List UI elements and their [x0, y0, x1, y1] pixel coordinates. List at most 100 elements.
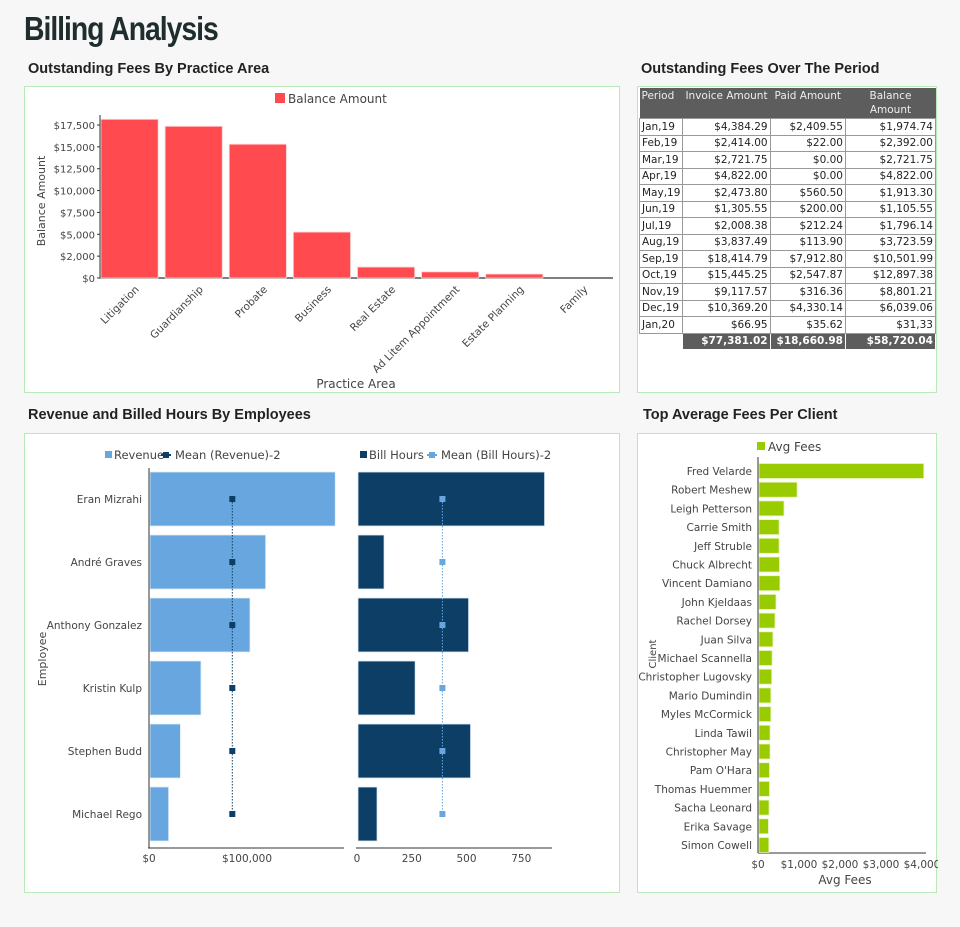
y-tick-label: $17,500 [54, 121, 95, 132]
column-header[interactable]: Period [639, 88, 683, 119]
page-title: Billing Analysis [24, 10, 219, 47]
bar [758, 818, 769, 835]
table-cell: Jun,19 [638, 200, 684, 218]
table-cell: $12,897.38 [844, 266, 937, 284]
bill-hours-x-tick-label: 250 [402, 853, 422, 865]
bar [758, 762, 770, 779]
revenue-mean-marker [229, 559, 236, 565]
table-row: Jan,19 $4,384.29 $2,409.55 $1,974.74 [638, 118, 937, 136]
table-row: Jun,19 $1,305.55 $200.00 $1,105.55 [638, 200, 937, 218]
table-row: Nov,19 $9,117.57 $316.36 $8,801.21 [638, 283, 937, 301]
employee-label: Eran Mizrahi [77, 494, 142, 506]
table-cell: Sep,19 [638, 250, 684, 268]
x-tick-label: $0 [751, 859, 764, 871]
bar [228, 143, 287, 279]
bar [758, 463, 925, 479]
x-axis-title: Avg Fees [818, 873, 871, 887]
table-cell: $4,822.00 [844, 167, 937, 185]
x-tick-label: Family [558, 284, 590, 316]
bill-hours-mean-marker [439, 559, 446, 565]
revenue-mean-marker [229, 622, 236, 628]
table-cell: $1,974.74 [844, 118, 937, 136]
bill-hours-mean-marker [439, 811, 446, 817]
bill-hours-x-tick-label: 0 [354, 853, 361, 865]
table-cell: $1,796.14 [844, 217, 937, 235]
x-tick-label: $2,000 [822, 859, 859, 871]
bar [758, 687, 772, 704]
bar [758, 799, 770, 816]
y-axis-title: Client [648, 639, 659, 668]
table-row: May,19 $2,473.80 $560.50 $1,913.30 [638, 184, 937, 202]
outstanding-fees-table: Period Invoice Amount Paid Amount Balance A… [638, 88, 937, 350]
table-cell: $35.62 [769, 316, 846, 334]
y-tick-label: $5,000 [60, 230, 95, 241]
bar [758, 650, 773, 666]
bar [758, 724, 771, 741]
legend-swatch [275, 93, 285, 103]
table-row: Apr,19 $4,822.00 $0.00 $4,822.00 [638, 167, 937, 185]
bill-hours-mean-marker [439, 622, 446, 628]
table-cell: $66.95 [682, 316, 771, 334]
x-tick-label: $1,000 [781, 859, 818, 871]
table-cell: Feb,19 [638, 134, 684, 152]
client-label: Linda Tawil [695, 728, 752, 740]
table-cell: $31,33 [844, 316, 937, 334]
client-label: Christopher May [666, 747, 752, 759]
revenue-mean-legend-marker [163, 452, 169, 458]
practice-area-chart-panel: Balance Amount $0 $2,000 $5,000 $7,500 $10,00… [24, 86, 620, 393]
table-cell: $3,837.49 [682, 233, 771, 251]
bar [100, 118, 159, 279]
legend-label: Balance Amount [288, 92, 387, 106]
employee-label: Stephen Budd [68, 746, 142, 758]
client-label: Leigh Petterson [670, 503, 752, 515]
bill-hours-bar [357, 597, 469, 653]
table-cell: Aug,19 [638, 233, 684, 251]
employees-bar-chart: Employee Eran Mizrahi André Graves Anthony … [36, 448, 552, 865]
table-cell: Nov,19 [638, 283, 684, 301]
table-cell: $316.36 [769, 283, 846, 301]
table-cell: $15,445.25 [682, 266, 771, 284]
column-header[interactable]: Invoice Amount [682, 88, 771, 119]
revenue-x-tick-label: $100,000 [222, 853, 272, 865]
client-label: Erika Savage [684, 821, 752, 833]
table-cell: $560.50 [769, 184, 846, 202]
bar [758, 593, 777, 610]
table-cell: $1,913.30 [844, 184, 937, 202]
legend-label: Avg Fees [768, 440, 821, 454]
bar [758, 556, 780, 573]
totals-row: $77,381.02 $18,660.98 $58,720.04 [639, 332, 937, 350]
table-cell: $4,384.29 [682, 118, 771, 136]
client-label: John Kjeldaas [681, 597, 752, 609]
employees-section-title: Revenue and Billed Hours By Employees [28, 407, 311, 423]
bill-hours-mean-legend-marker [429, 452, 435, 458]
legend-swatch [757, 442, 765, 450]
table-cell: $212.24 [769, 217, 846, 235]
table-cell: Jul,19 [638, 217, 684, 235]
bar [357, 266, 416, 279]
bar [758, 612, 776, 629]
table-cell: Apr,19 [638, 167, 684, 185]
bill-hours-bar [357, 534, 385, 590]
employees-chart-panel: Employee Eran Mizrahi André Graves Anthony … [24, 433, 620, 893]
bar [758, 706, 772, 723]
table-row: Jul,19 $2,008.38 $212.24 $1,796.14 [638, 217, 937, 235]
table-cell: May,19 [638, 184, 684, 202]
column-header[interactable]: Paid Amount [770, 88, 846, 119]
bill-hours-legend-swatch [360, 451, 367, 458]
bar [292, 231, 351, 279]
column-header[interactable]: Balance Amount [845, 88, 936, 119]
revenue-bar [149, 723, 181, 779]
table-row: Dec,19 $10,369.20 $4,330.14 $6,039.06 [638, 299, 937, 317]
bill-hours-mean-marker [439, 748, 446, 754]
employee-label: Michael Rego [72, 809, 142, 821]
bill-hours-x-tick-label: 500 [456, 853, 476, 865]
table-cell: $3,723.59 [844, 233, 937, 251]
x-tick-label: Business [293, 284, 334, 325]
bar [164, 125, 223, 279]
table-cell: Jan,19 [638, 118, 684, 136]
client-label: Fred Velarde [687, 466, 752, 478]
bill-hours-legend-label: Bill Hours [369, 448, 424, 462]
client-label: Simon Cowell [681, 840, 752, 852]
client-label: Myles McCormick [661, 709, 753, 721]
